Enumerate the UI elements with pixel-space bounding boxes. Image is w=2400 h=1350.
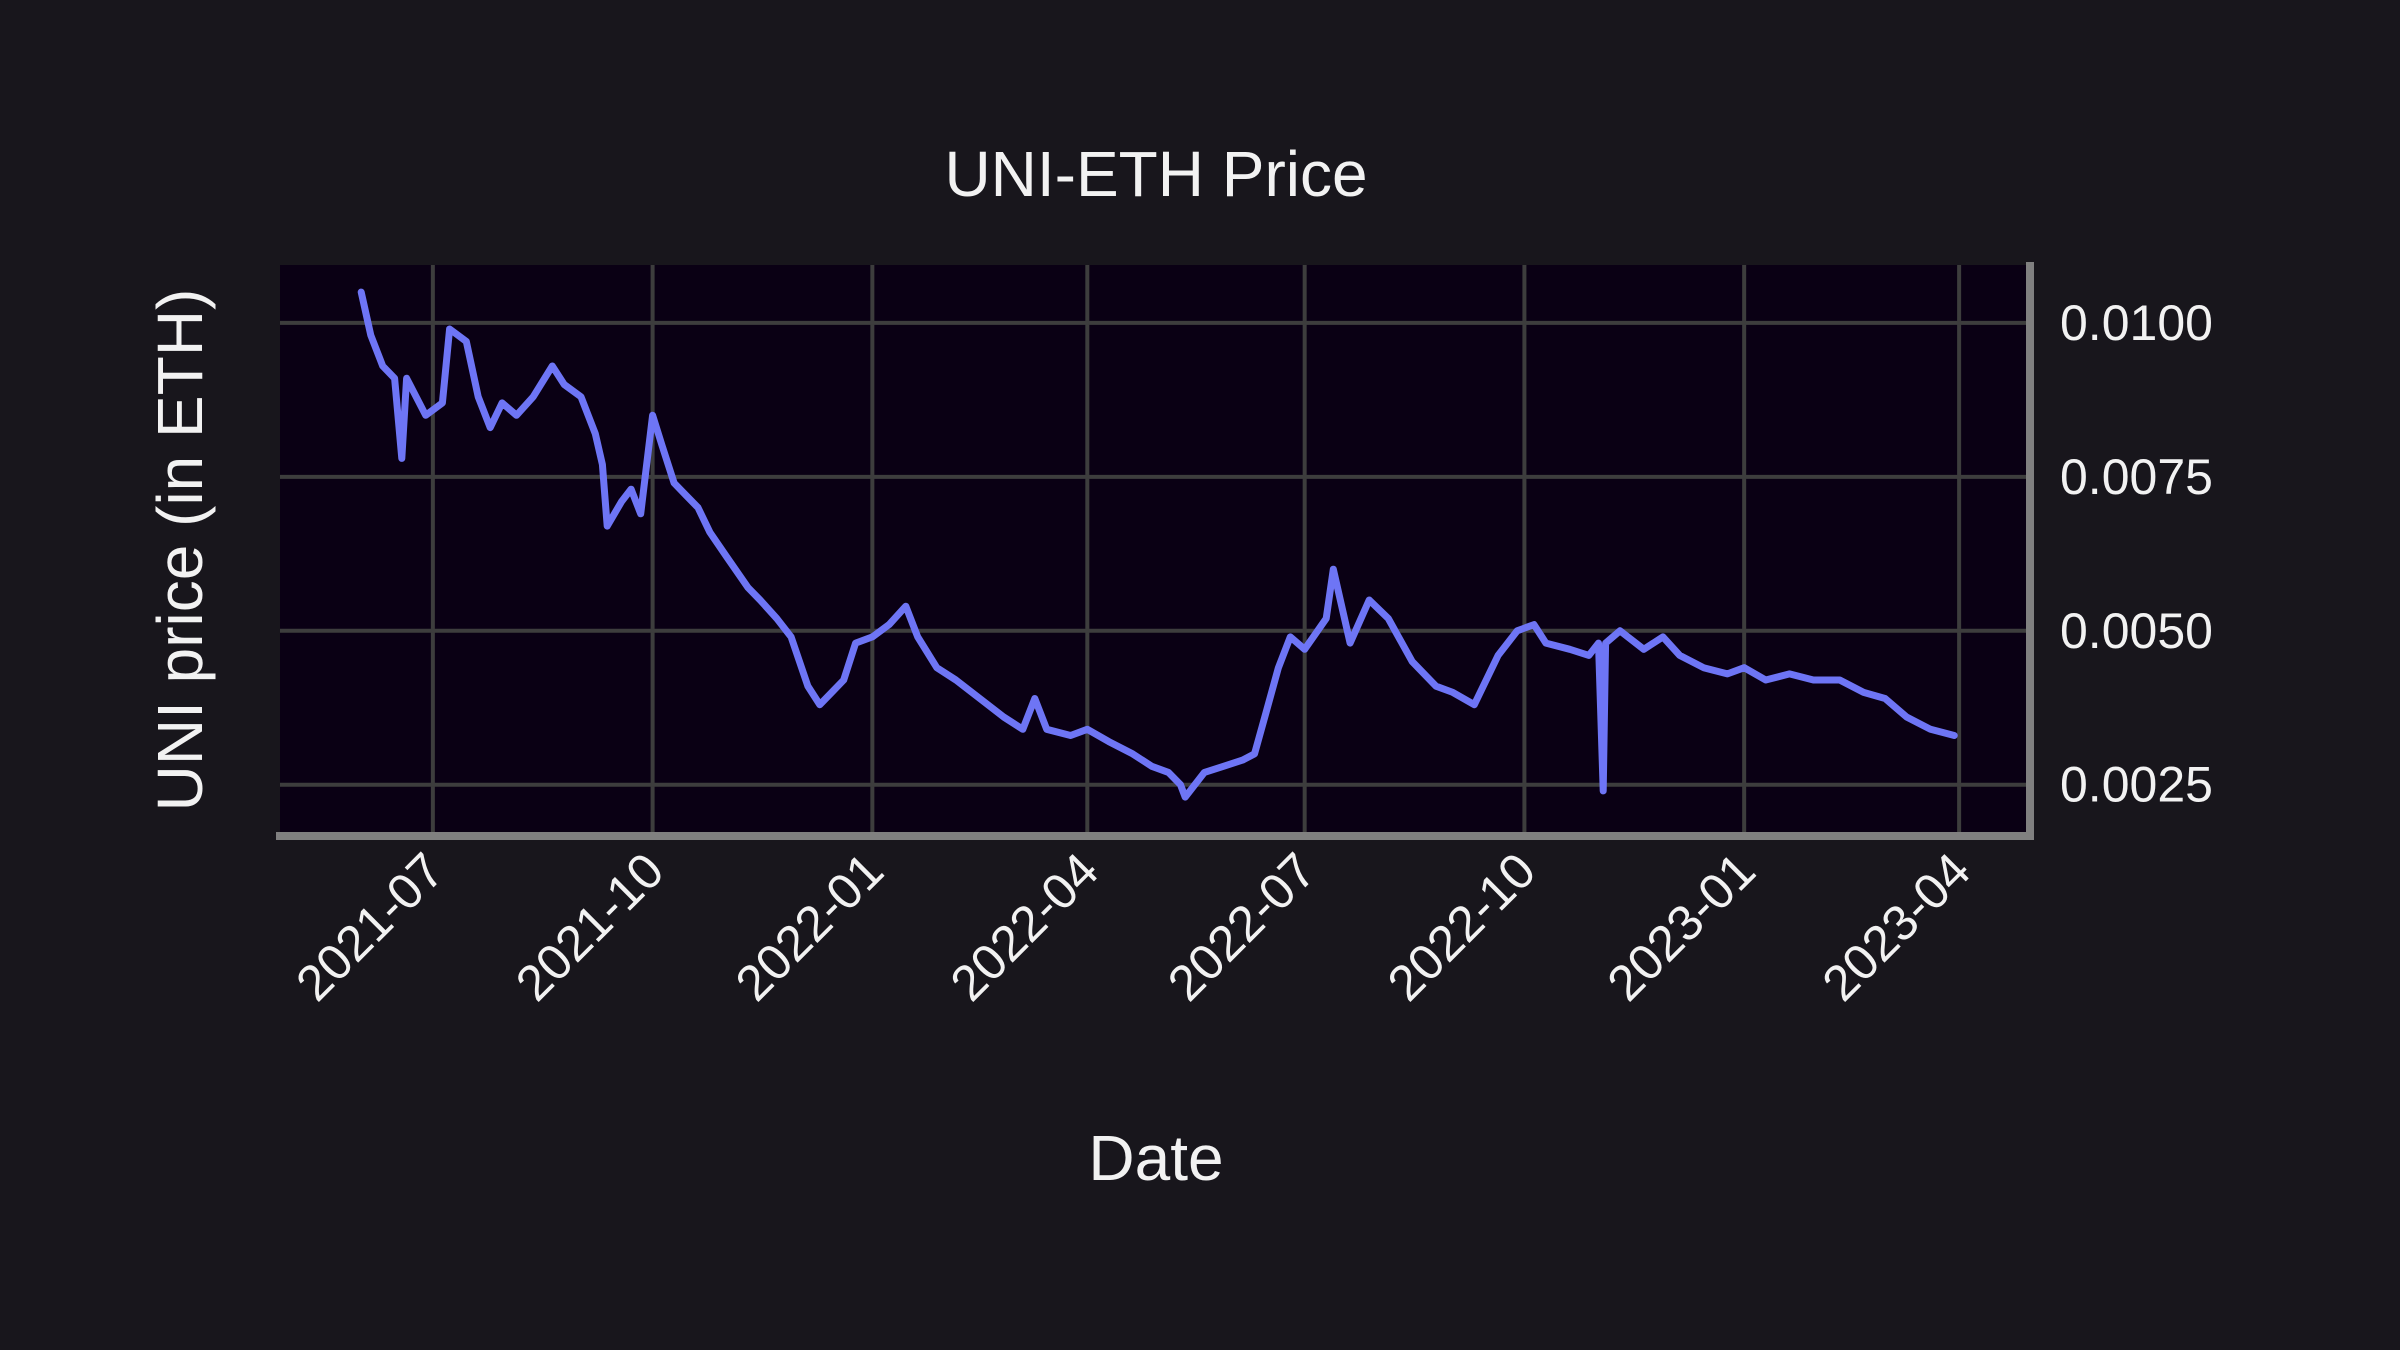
x-tick-label: 2022-04 <box>940 842 1109 1011</box>
price-line <box>357 288 1958 801</box>
y-tick-label: 0.0025 <box>2060 757 2213 813</box>
y-tick-label: 0.0050 <box>2060 603 2213 659</box>
grid <box>280 265 2026 834</box>
plot-area <box>280 265 2026 834</box>
x-axis-label: Date <box>1088 1122 1223 1194</box>
x-tick-label: 2022-07 <box>1157 842 1326 1011</box>
series-group <box>357 288 1958 801</box>
x-tick-label: 2021-07 <box>285 842 454 1011</box>
x-tick-label: 2022-10 <box>1377 842 1546 1011</box>
x-tick-label: 2023-04 <box>1812 842 1981 1011</box>
x-tick-label: 2021-10 <box>505 842 674 1011</box>
y-tick-labels: 0.0025 0.0050 0.0075 0.0100 <box>2060 295 2213 813</box>
chart-title: UNI-ETH Price <box>944 138 1367 210</box>
x-tick-label: 2022-01 <box>725 842 894 1011</box>
y-tick-label: 0.0100 <box>2060 295 2213 351</box>
y-tick-label: 0.0075 <box>2060 449 2213 505</box>
x-tick-label: 2023-01 <box>1597 842 1766 1011</box>
y-axis-label: UNI price (in ETH) <box>144 289 216 812</box>
x-tick-labels: 2021-07 2021-10 2022-01 2022-04 2022-07 2022-… <box>285 842 1981 1011</box>
